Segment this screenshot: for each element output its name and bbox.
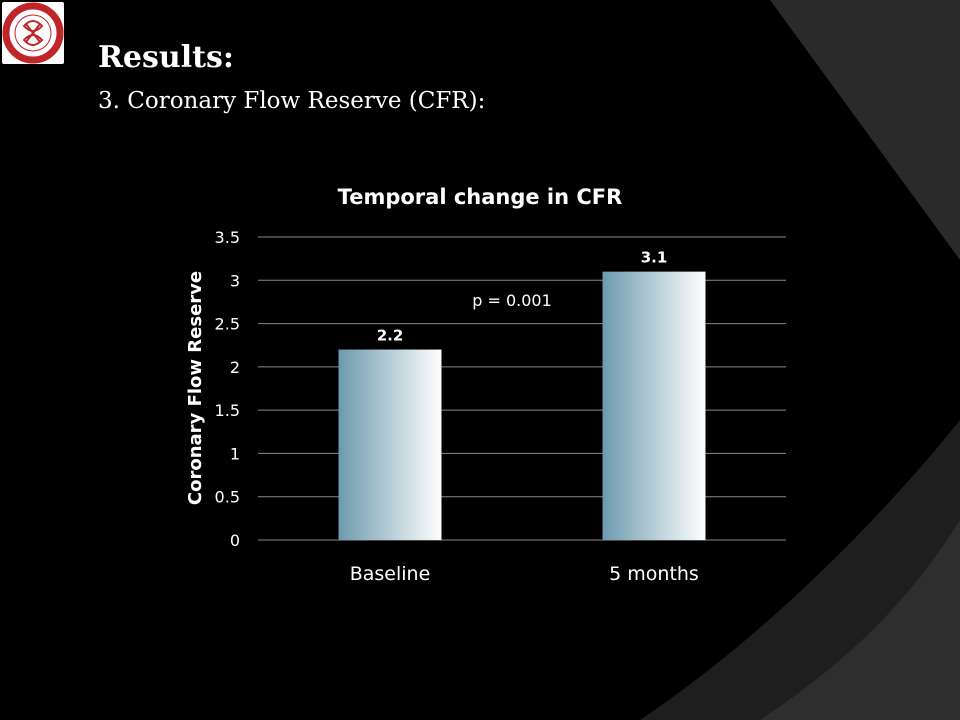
y-axis-title: Coronary Flow Reserve	[185, 271, 206, 505]
slide-subtitle: 3. Coronary Flow Reserve (CFR):	[98, 88, 486, 114]
p-value-annotation: p = 0.001	[472, 291, 552, 310]
data-label: 2.2	[377, 327, 404, 345]
y-axis-ticks: 0 0.5 1 1.5 2 2.5 3 3.5	[215, 228, 240, 550]
category-label: Baseline	[350, 563, 431, 585]
y-tick-label: 2.5	[215, 315, 240, 334]
bars	[338, 271, 706, 540]
y-tick-label: 1.5	[215, 401, 240, 420]
logo-emblem-icon	[2, 2, 64, 64]
y-tick-label: 3.5	[215, 228, 240, 247]
y-tick-label: 2	[230, 358, 240, 377]
corner-shape-top	[770, 0, 960, 260]
category-label: 5 months	[609, 563, 699, 585]
y-tick-label: 0	[230, 531, 240, 550]
data-label: 3.1	[641, 249, 668, 267]
category-labels: Baseline 5 months	[350, 563, 699, 585]
slide-title: Results:	[98, 40, 234, 75]
gridlines	[258, 236, 786, 541]
university-logo	[2, 2, 64, 64]
data-labels: 2.2 3.1	[377, 249, 668, 345]
corner-shape-bottom-inner	[760, 520, 960, 720]
bar-5-months	[602, 271, 706, 540]
bar-baseline	[338, 349, 442, 540]
y-tick-label: 0.5	[215, 488, 240, 507]
chart-title: Temporal change in CFR	[338, 185, 623, 209]
y-tick-label: 3	[230, 271, 240, 290]
y-tick-label: 1	[230, 444, 240, 463]
